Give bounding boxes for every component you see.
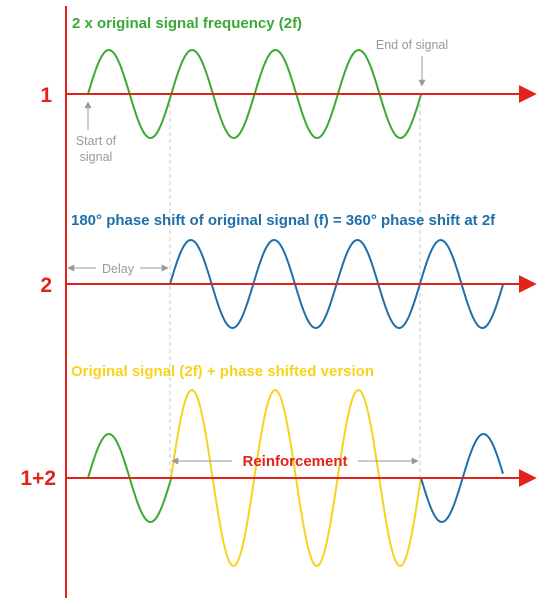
- sum-waveform-last-cycle: [420, 432, 504, 524]
- reinforcement-label: Reinforcement: [242, 453, 347, 470]
- delay-label: Delay: [102, 262, 135, 276]
- row-3-label: 1+2: [20, 467, 56, 490]
- row-1-label: 1: [40, 84, 52, 107]
- row-1-title: 2 x original signal frequency (2f): [72, 15, 302, 32]
- end-of-signal-label: End of signal: [376, 38, 448, 52]
- row-2-title: 180° phase shift of original signal (f) …: [71, 212, 496, 229]
- start-of-signal-label-line1: Start of: [76, 134, 117, 148]
- start-of-signal-label-line2: signal: [80, 150, 113, 164]
- row-3-title: Original signal (2f) + phase shifted ver…: [71, 363, 374, 380]
- row-2-label: 2: [40, 274, 52, 297]
